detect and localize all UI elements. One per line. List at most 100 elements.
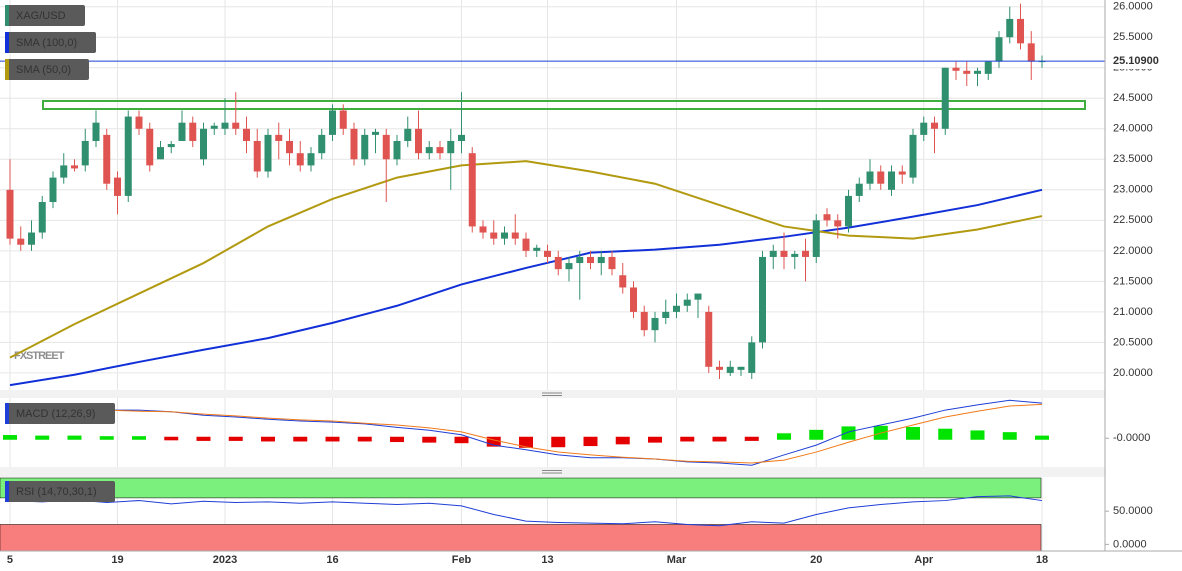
macd-histogram-bar [260, 436, 275, 442]
candle-body [382, 134, 390, 160]
y-tick-label: 24.5000 [1113, 92, 1153, 104]
candle-body [845, 195, 853, 227]
candle-body [361, 134, 369, 160]
candle-body [275, 134, 283, 141]
y-tick-label: 24.0000 [1113, 123, 1153, 135]
legend-label: MACD (12,26,9) [16, 408, 95, 420]
candle-body [662, 311, 670, 318]
candle-body [974, 70, 982, 74]
candle-body [877, 171, 885, 184]
macd-histogram-bar [551, 436, 566, 448]
candle-body [597, 256, 605, 264]
y-tick-label: 21.5000 [1113, 275, 1153, 287]
overbought-band [0, 477, 1042, 499]
candle-body [673, 305, 681, 312]
x-tick-label: 19 [111, 554, 123, 566]
candle-body [49, 177, 57, 203]
candle-body [210, 125, 218, 129]
candle-body [425, 147, 433, 154]
candle-body [748, 342, 756, 373]
macd-histogram-bar [357, 436, 372, 442]
x-tick-label: 2023 [213, 554, 237, 566]
candle-body [888, 171, 896, 190]
candle-body [296, 153, 304, 166]
x-tick-label: 5 [7, 554, 13, 566]
candle-body [544, 250, 552, 257]
macd-histogram-bar [325, 436, 340, 442]
macd-histogram-bar [454, 436, 469, 444]
pane-separator[interactable] [0, 467, 1105, 477]
candle-body [27, 232, 35, 245]
candle-body [404, 128, 412, 141]
x-tick-label: 20 [810, 554, 822, 566]
macd-histogram-bar [390, 436, 405, 443]
candle-body [468, 153, 476, 227]
candle-body [38, 202, 46, 233]
candle-body [113, 177, 121, 196]
candle-body [866, 171, 874, 184]
candle-body [640, 311, 648, 331]
macd-histogram-bar [2, 435, 17, 440]
candle-body [705, 311, 713, 367]
candle-body [490, 232, 498, 239]
x-tick-label: 13 [541, 554, 553, 566]
candle-body [651, 317, 659, 331]
macd-histogram-bar [35, 435, 50, 440]
candle-body [350, 128, 358, 160]
candle-body [995, 37, 1003, 62]
y-tick-label: 25.5000 [1113, 31, 1153, 43]
candle-body [242, 128, 250, 141]
candle-body [576, 256, 584, 264]
candle-body [694, 293, 702, 300]
candle-body [791, 253, 799, 257]
pane-separator[interactable] [0, 390, 1105, 398]
macd-histogram-bar [228, 436, 243, 441]
candle-body [630, 287, 638, 312]
legend-swatch [5, 481, 9, 502]
candle-body [60, 165, 68, 178]
macd-histogram-bar [680, 436, 695, 442]
candle-body [931, 122, 939, 129]
candle-body [167, 144, 175, 148]
legend-swatch [5, 5, 9, 26]
candle-body [619, 275, 627, 288]
candle-body [339, 110, 347, 129]
candle-body [393, 140, 401, 160]
candle-body [898, 171, 906, 175]
y-tick-label: 50.0000 [1113, 505, 1153, 517]
x-tick-label: Mar [667, 554, 687, 566]
candle-body [554, 256, 562, 270]
candle-body [963, 70, 971, 74]
candle-body [726, 366, 734, 373]
candle-body [156, 147, 164, 160]
candle-body [479, 226, 487, 233]
candle-body [372, 131, 380, 135]
legend-label: RSI (14,70,30,1) [16, 486, 97, 498]
macd-histogram-bar [486, 436, 501, 447]
candle-body [737, 366, 745, 370]
candle-body [103, 134, 111, 184]
y-tick-label: 0.0000 [1113, 538, 1147, 550]
y-tick-label: 22.0000 [1113, 245, 1153, 257]
watermark: FXSTREET [14, 350, 65, 362]
candle-body [984, 61, 992, 74]
legend-box [5, 481, 115, 502]
candle-body [447, 140, 455, 154]
candle-body [232, 122, 240, 129]
sma-line [9, 188, 1043, 387]
macd-histogram-bar [777, 433, 792, 440]
candle-body [565, 263, 573, 270]
candle-body [199, 128, 207, 160]
macd-histogram-bar [293, 436, 308, 442]
candle-body [1006, 18, 1014, 38]
y-tick-label: 22.5000 [1113, 214, 1153, 226]
candle-body [909, 134, 917, 178]
macd-histogram-bar [164, 436, 179, 441]
macd-histogram-bar [906, 426, 921, 440]
macd-histogram-bar [67, 435, 82, 440]
x-tick-label: Apr [914, 554, 934, 566]
legend-box [5, 403, 115, 424]
legend-label: SMA (100,0) [16, 37, 77, 49]
macd-histogram-bar [841, 426, 856, 440]
